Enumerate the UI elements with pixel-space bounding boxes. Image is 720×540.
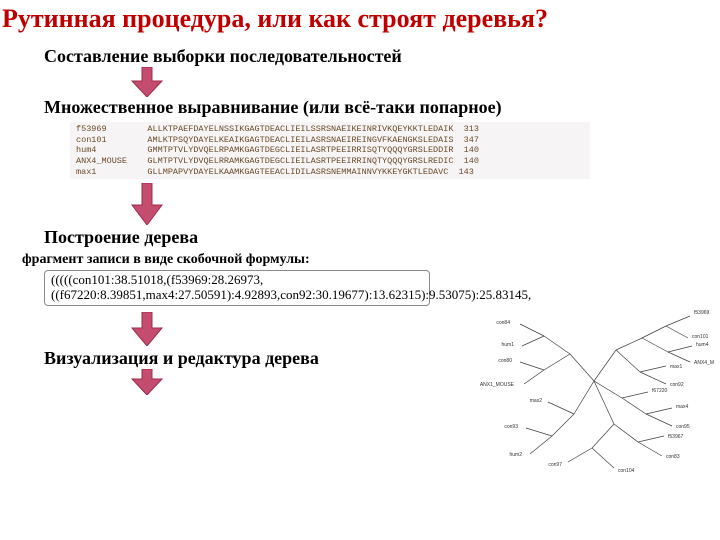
tree-edge (530, 436, 552, 454)
tree-edge (548, 402, 574, 414)
tree-leaf-label: con80 (498, 358, 512, 364)
tree-leaf-label: hum1 (501, 342, 514, 348)
tree-edge (526, 428, 552, 436)
tree-edge (668, 352, 690, 362)
arrow-down-icon (130, 369, 164, 395)
newick-box: (((((con101:38.51018,(f53969:28.26973,((… (44, 270, 430, 306)
tree-leaf-label: max2 (530, 398, 542, 404)
tree-edge (638, 442, 662, 456)
tree-leaf-label: ANX4_MOUSE (694, 360, 714, 366)
tree-leaf-label: con93 (504, 424, 518, 430)
tree-leaf-label: con101 (692, 334, 709, 340)
arrow-down-icon (130, 67, 164, 97)
newick-subhead: фрагмент записи в виде скобочной формулы… (0, 252, 720, 268)
tree-edge (666, 326, 688, 338)
tree-leaf-label: con84 (496, 320, 510, 326)
tree-edge (552, 414, 574, 436)
tree-edge (642, 326, 666, 338)
alignment-row: con101 AMLKTPSQYDAYELKEAIKGAGTDEACLIEILA… (76, 135, 584, 146)
step-1: Составление выборки последовательностей (0, 46, 720, 67)
tree-edge (640, 366, 666, 372)
tree-edge (594, 350, 616, 381)
tree-leaf-label: hum4 (696, 342, 709, 348)
alignment-row: max1 GLLMPAPVYDAYELKAAMKGAGTEEACLIDILASR… (76, 167, 584, 178)
tree-edge (524, 370, 544, 384)
tree-edge (614, 424, 638, 442)
arrow-2-slot (0, 183, 720, 225)
tree-edge (666, 316, 690, 326)
tree-edge (592, 424, 614, 448)
tree-leaf-label: ANX1_MOUSE (480, 382, 515, 388)
tree-leaf-label: hum2 (509, 452, 522, 458)
arrow-shape (132, 369, 162, 395)
tree-edge (568, 448, 592, 462)
tree-leaf-label: con95 (676, 424, 690, 430)
arrow-1-slot (0, 67, 720, 97)
tree-edge (646, 414, 672, 426)
tree-edge (592, 448, 614, 468)
tree-leaf-label: f53969 (694, 310, 710, 316)
tree-leaf-label: max1 (670, 364, 682, 370)
alignment-row: f53969 ALLKTPAEFDAYELNSSIKGAGTDEACLIEILS… (76, 124, 584, 135)
phylo-tree: f53969 con101 hum4 ANX4_MOUSE max1 con92f6722… (444, 296, 714, 486)
tree-leaf-label: f53967 (668, 434, 684, 440)
tree-edge (520, 324, 544, 336)
tree-leaf-label: con104 (618, 468, 635, 474)
alignment-row: hum4 GMMTPTVLYDVQELRPAMKGAGTDEGCLIEILASR… (76, 145, 584, 156)
tree-edge (616, 350, 640, 372)
tree-leaf-label: con92 (670, 382, 684, 388)
arrow-shape (132, 312, 162, 346)
step-2: Множественное выравнивание (или всё-таки… (0, 97, 720, 118)
alignment-row: ANX4_MOUSE GLMTPTVLYDVQELRRAMKGAGTDEGCLI… (76, 156, 584, 167)
tree-edge (570, 354, 594, 381)
tree-edge (544, 354, 570, 370)
step-3: Построение дерева (0, 227, 720, 248)
arrow-down-icon (130, 312, 164, 346)
tree-leaf-label: con83 (666, 454, 680, 460)
tree-edge (640, 372, 666, 384)
tree-leaf-label: con97 (548, 462, 562, 468)
tree-edge (574, 381, 594, 414)
tree-leaf-label: f67220 (652, 388, 668, 394)
arrow-down-icon (130, 183, 164, 225)
arrow-shape (132, 183, 162, 225)
tree-edge (622, 398, 646, 414)
tree-edge (520, 362, 544, 370)
tree-edge (544, 336, 570, 354)
tree-leaf-label: max4 (676, 404, 688, 410)
slide-title: Рутинная процедура, или как строят дерев… (0, 0, 720, 42)
tree-edge (616, 338, 642, 350)
tree-edge (646, 408, 672, 414)
tree-edge (622, 392, 648, 398)
alignment-block: f53969 ALLKTPAEFDAYELNSSIKGAGTDEACLIEILS… (70, 122, 590, 179)
tree-edge (522, 336, 544, 346)
tree-edge (668, 346, 692, 352)
arrow-shape (132, 67, 162, 97)
tree-edge (638, 436, 664, 442)
tree-edge (642, 338, 668, 352)
